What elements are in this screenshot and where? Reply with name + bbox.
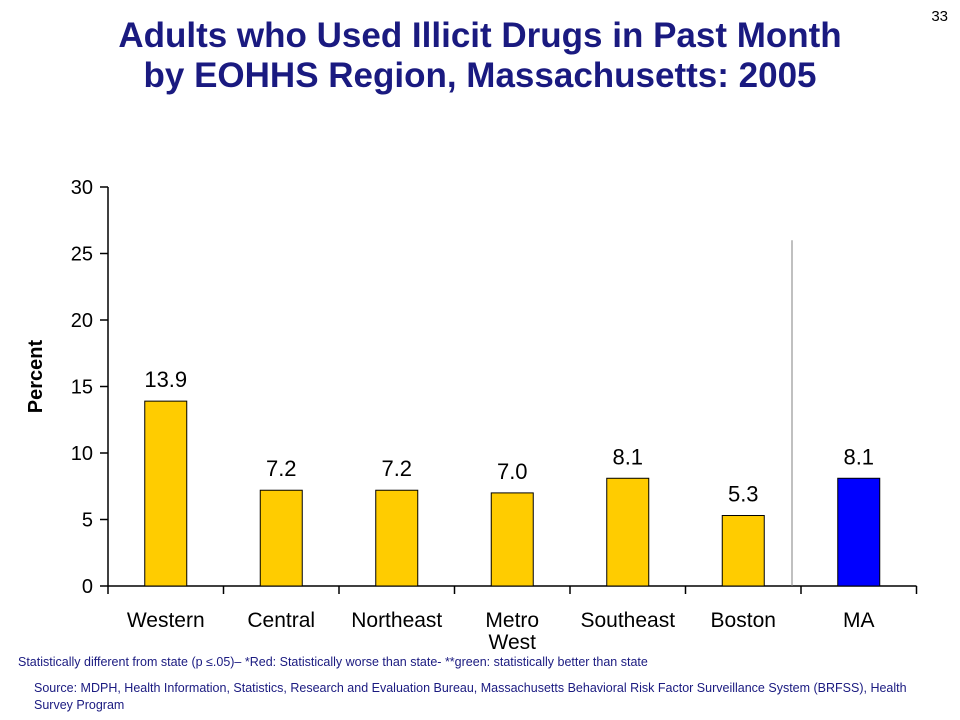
y-tick-label: 10 — [71, 443, 93, 465]
x-category-label: Southeast — [580, 609, 675, 632]
footnote: Statistically different from state (p ≤.… — [18, 655, 648, 669]
x-category-label: Boston — [711, 609, 776, 632]
y-tick-label: 20 — [71, 310, 93, 332]
x-category-label: Western — [127, 609, 205, 632]
page-number: 33 — [931, 8, 948, 25]
data-label: 7.0 — [497, 459, 528, 484]
y-axis-title: Percent — [25, 339, 47, 413]
chart-title-line1: Adults who Used Illicit Drugs in Past Mo… — [118, 16, 842, 55]
y-tick-label: 30 — [71, 177, 93, 199]
x-category-label: Central — [247, 609, 315, 632]
bar-chart: 0 5 10 15 20 25 30 Percent 13.9 Western 7.2 Central… — [25, 177, 918, 654]
y-tick-label: 15 — [71, 377, 93, 399]
data-label: 7.2 — [266, 456, 297, 481]
data-label: 13.9 — [144, 367, 187, 392]
data-label: 7.2 — [381, 456, 412, 481]
chart-title-line2: by EOHHS Region, Massachusetts: 2005 — [143, 56, 817, 95]
bar — [375, 489, 419, 587]
chart-title: Adults who Used Illicit Drugs in Past Mo… — [0, 16, 960, 96]
x-category-label: West — [489, 631, 537, 654]
y-tick-label: 5 — [82, 510, 93, 532]
data-label: 5.3 — [728, 482, 759, 507]
y-tick-label: 0 — [82, 576, 93, 598]
data-label: 8.1 — [612, 444, 643, 469]
bar — [490, 492, 534, 587]
x-category-label: MA — [843, 609, 875, 632]
x-category-label: Metro — [485, 609, 539, 632]
source-note: Source: MDPH, Health Information, Statis… — [34, 681, 907, 712]
bar — [837, 477, 881, 587]
bar — [721, 515, 765, 587]
bar — [606, 477, 650, 587]
bar — [259, 489, 303, 587]
data-label: 8.1 — [843, 444, 874, 469]
bar — [144, 400, 188, 587]
x-category-label: Northeast — [351, 609, 442, 632]
y-tick-label: 25 — [71, 244, 93, 266]
